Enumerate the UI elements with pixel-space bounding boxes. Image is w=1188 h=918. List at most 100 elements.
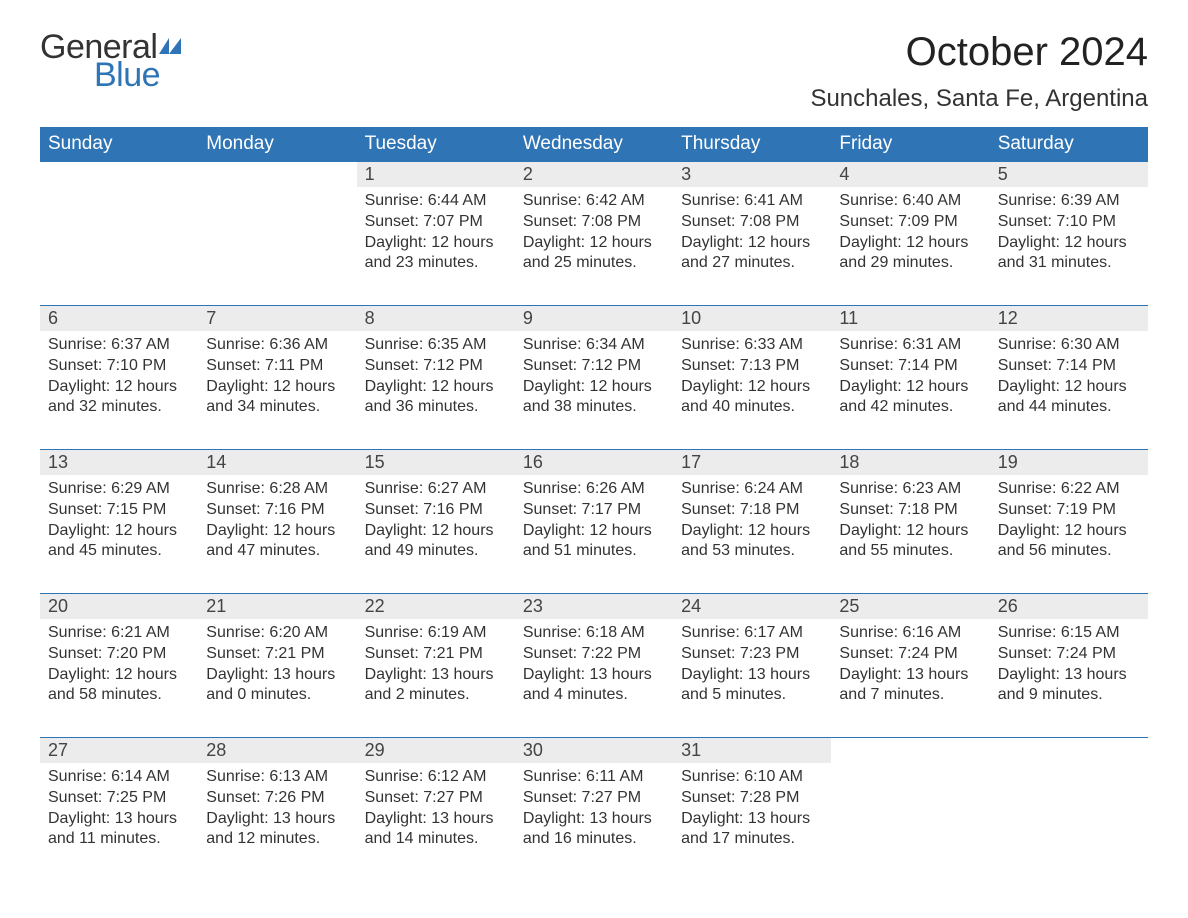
sunset-text: Sunset: 7:22 PM	[523, 644, 665, 665]
day-number-row: 13141516171819	[40, 450, 1148, 476]
sunrise-text: Sunrise: 6:36 AM	[206, 335, 348, 356]
sunset-text: Sunset: 7:14 PM	[839, 356, 981, 377]
sunrise-text: Sunrise: 6:40 AM	[839, 191, 981, 212]
sunset-text: Sunset: 7:12 PM	[523, 356, 665, 377]
daylight-text: and 2 minutes.	[365, 685, 507, 706]
empty-day-content	[40, 187, 198, 306]
daylight-text: Daylight: 13 hours	[365, 665, 507, 686]
daylight-text: and 34 minutes.	[206, 397, 348, 418]
daylight-text: and 31 minutes.	[998, 253, 1140, 274]
day-content-row: Sunrise: 6:14 AMSunset: 7:25 PMDaylight:…	[40, 763, 1148, 881]
day-number: 5	[990, 162, 1148, 188]
day-content: Sunrise: 6:36 AMSunset: 7:11 PMDaylight:…	[198, 331, 356, 450]
daylight-text: and 44 minutes.	[998, 397, 1140, 418]
day-header: Monday	[198, 127, 356, 162]
sunrise-text: Sunrise: 6:20 AM	[206, 623, 348, 644]
sunset-text: Sunset: 7:10 PM	[48, 356, 190, 377]
daylight-text: Daylight: 13 hours	[523, 809, 665, 830]
sunrise-text: Sunrise: 6:12 AM	[365, 767, 507, 788]
sunrise-text: Sunrise: 6:17 AM	[681, 623, 823, 644]
daylight-text: Daylight: 13 hours	[523, 665, 665, 686]
daylight-text: and 5 minutes.	[681, 685, 823, 706]
sunset-text: Sunset: 7:12 PM	[365, 356, 507, 377]
day-number: 1	[357, 162, 515, 188]
day-number-row: 6789101112	[40, 306, 1148, 332]
daylight-text: and 12 minutes.	[206, 829, 348, 850]
day-header: Thursday	[673, 127, 831, 162]
day-number: 2	[515, 162, 673, 188]
daylight-text: Daylight: 13 hours	[681, 809, 823, 830]
daylight-text: and 55 minutes.	[839, 541, 981, 562]
sunrise-text: Sunrise: 6:44 AM	[365, 191, 507, 212]
empty-day-number	[40, 162, 198, 188]
day-number: 3	[673, 162, 831, 188]
daylight-text: and 51 minutes.	[523, 541, 665, 562]
day-content: Sunrise: 6:15 AMSunset: 7:24 PMDaylight:…	[990, 619, 1148, 738]
day-content: Sunrise: 6:14 AMSunset: 7:25 PMDaylight:…	[40, 763, 198, 881]
daylight-text: and 56 minutes.	[998, 541, 1140, 562]
sunset-text: Sunset: 7:26 PM	[206, 788, 348, 809]
sunset-text: Sunset: 7:17 PM	[523, 500, 665, 521]
sunrise-text: Sunrise: 6:10 AM	[681, 767, 823, 788]
day-number-row: 2728293031	[40, 738, 1148, 764]
sunset-text: Sunset: 7:11 PM	[206, 356, 348, 377]
daylight-text: Daylight: 12 hours	[839, 521, 981, 542]
day-number: 27	[40, 738, 198, 764]
day-number: 8	[357, 306, 515, 332]
daylight-text: Daylight: 12 hours	[48, 377, 190, 398]
sunrise-text: Sunrise: 6:37 AM	[48, 335, 190, 356]
daylight-text: Daylight: 13 hours	[998, 665, 1140, 686]
day-number: 17	[673, 450, 831, 476]
sunrise-text: Sunrise: 6:42 AM	[523, 191, 665, 212]
daylight-text: Daylight: 13 hours	[206, 809, 348, 830]
empty-day-content	[990, 763, 1148, 881]
sunrise-text: Sunrise: 6:18 AM	[523, 623, 665, 644]
day-content: Sunrise: 6:18 AMSunset: 7:22 PMDaylight:…	[515, 619, 673, 738]
sunrise-text: Sunrise: 6:31 AM	[839, 335, 981, 356]
daylight-text: Daylight: 12 hours	[365, 521, 507, 542]
day-number: 21	[198, 594, 356, 620]
day-content: Sunrise: 6:11 AMSunset: 7:27 PMDaylight:…	[515, 763, 673, 881]
daylight-text: and 47 minutes.	[206, 541, 348, 562]
sunrise-text: Sunrise: 6:41 AM	[681, 191, 823, 212]
sunrise-text: Sunrise: 6:28 AM	[206, 479, 348, 500]
day-content: Sunrise: 6:42 AMSunset: 7:08 PMDaylight:…	[515, 187, 673, 306]
day-number: 25	[831, 594, 989, 620]
sunset-text: Sunset: 7:16 PM	[365, 500, 507, 521]
sunset-text: Sunset: 7:28 PM	[681, 788, 823, 809]
daylight-text: and 53 minutes.	[681, 541, 823, 562]
day-number: 26	[990, 594, 1148, 620]
day-content: Sunrise: 6:40 AMSunset: 7:09 PMDaylight:…	[831, 187, 989, 306]
day-content: Sunrise: 6:44 AMSunset: 7:07 PMDaylight:…	[357, 187, 515, 306]
daylight-text: and 36 minutes.	[365, 397, 507, 418]
sunset-text: Sunset: 7:19 PM	[998, 500, 1140, 521]
day-number: 31	[673, 738, 831, 764]
daylight-text: and 17 minutes.	[681, 829, 823, 850]
day-number: 30	[515, 738, 673, 764]
sunrise-text: Sunrise: 6:26 AM	[523, 479, 665, 500]
daylight-text: Daylight: 13 hours	[48, 809, 190, 830]
sunset-text: Sunset: 7:08 PM	[681, 212, 823, 233]
sunrise-text: Sunrise: 6:16 AM	[839, 623, 981, 644]
daylight-text: Daylight: 12 hours	[206, 377, 348, 398]
sunrise-text: Sunrise: 6:22 AM	[998, 479, 1140, 500]
daylight-text: Daylight: 13 hours	[206, 665, 348, 686]
daylight-text: Daylight: 13 hours	[365, 809, 507, 830]
daylight-text: and 29 minutes.	[839, 253, 981, 274]
daylight-text: Daylight: 12 hours	[523, 233, 665, 254]
day-number: 12	[990, 306, 1148, 332]
daylight-text: Daylight: 12 hours	[839, 233, 981, 254]
sunrise-text: Sunrise: 6:21 AM	[48, 623, 190, 644]
daylight-text: and 38 minutes.	[523, 397, 665, 418]
day-number: 11	[831, 306, 989, 332]
day-number: 14	[198, 450, 356, 476]
day-content: Sunrise: 6:34 AMSunset: 7:12 PMDaylight:…	[515, 331, 673, 450]
sunset-text: Sunset: 7:07 PM	[365, 212, 507, 233]
daylight-text: and 40 minutes.	[681, 397, 823, 418]
empty-day-number	[990, 738, 1148, 764]
sunrise-text: Sunrise: 6:33 AM	[681, 335, 823, 356]
day-content: Sunrise: 6:26 AMSunset: 7:17 PMDaylight:…	[515, 475, 673, 594]
sunset-text: Sunset: 7:18 PM	[839, 500, 981, 521]
sunrise-text: Sunrise: 6:39 AM	[998, 191, 1140, 212]
day-header-row: SundayMondayTuesdayWednesdayThursdayFrid…	[40, 127, 1148, 162]
